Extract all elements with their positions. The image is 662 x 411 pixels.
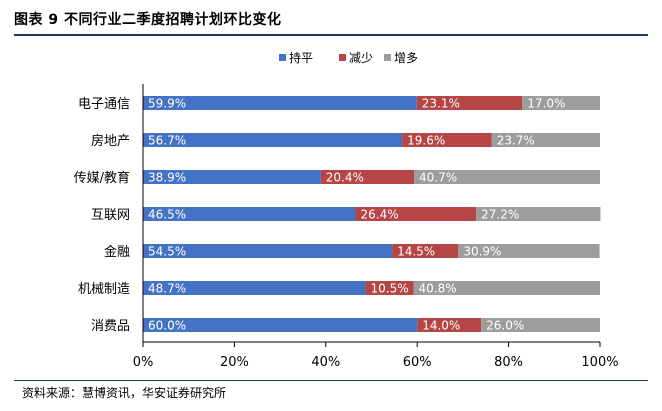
bar-segment [491,133,600,147]
bar-segment [414,170,600,184]
data-label: 10.5% [371,282,409,296]
bar-segment [458,244,600,258]
legend-swatch-2 [384,54,391,61]
data-label: 30.9% [463,245,501,259]
legend-label-1: 减少 [349,51,373,65]
legend-swatch-0 [279,54,286,61]
data-label: 60.0% [148,319,186,333]
category-label: 金融 [104,244,130,260]
bar-segment [143,207,356,221]
legend-label-0: 持平 [289,50,313,65]
title-rule [14,34,648,36]
bar-segment [143,170,321,184]
data-label: 59.9% [148,97,186,111]
legend-label-2: 增多 [394,51,418,65]
data-label: 26.0% [486,319,524,333]
x-tick-label: 60% [403,355,432,370]
category-label: 互联网 [91,208,130,223]
data-label: 27.2% [481,208,519,222]
data-label: 14.5% [397,245,435,259]
bar-segment [143,281,366,295]
data-label: 48.7% [148,282,186,296]
bar-segment [143,96,417,110]
data-label: 38.9% [148,171,186,185]
bar-segment [522,96,600,110]
data-label: 19.6% [407,134,445,148]
category-label: 电子通信 [78,97,130,112]
bar-segment [413,281,600,295]
data-label: 56.7% [148,134,186,148]
category-label: 传媒/教育 [74,170,130,186]
bar-segment [416,96,523,110]
source-note: 资料来源：慧博资讯，华安证券研究所 [22,386,227,400]
data-label: 20.4% [326,171,364,185]
bar-segment [417,318,482,332]
bar-segment [320,170,415,184]
bar-segment [355,207,477,221]
x-tick-label: 40% [311,355,340,370]
category-label: 机械制造 [78,282,130,297]
figure-header: 图表 9 不同行业二季度招聘计划环比变化 [0,0,662,38]
data-label: 23.1% [422,97,460,111]
figure-title: 图表 9 不同行业二季度招聘计划环比变化 [14,12,282,28]
data-label: 14.0% [422,319,460,333]
data-label: 40.7% [419,171,457,185]
bar-segment [392,244,459,258]
legend-swatch-1 [339,54,346,61]
data-label: 17.0% [527,97,565,111]
data-label: 23.7% [497,134,535,148]
data-label: 40.8% [419,282,457,296]
data-label: 26.4% [361,208,399,222]
category-label: 消费品 [91,319,130,334]
bar-segment [476,207,601,221]
bar-segment [365,281,414,295]
bar-segment [143,318,418,332]
x-tick-label: 20% [220,355,249,370]
data-label: 54.5% [148,245,186,259]
category-label: 房地产 [91,133,130,149]
bar-segment [481,318,600,332]
bar-segment [143,133,403,147]
bar-segment [402,133,492,147]
data-label: 46.5% [148,208,186,222]
bar-segment [143,244,393,258]
x-tick-label: 0% [133,355,154,370]
source-rule [14,380,648,381]
x-tick-label: 80% [494,355,523,370]
x-tick-label: 100% [581,355,618,370]
